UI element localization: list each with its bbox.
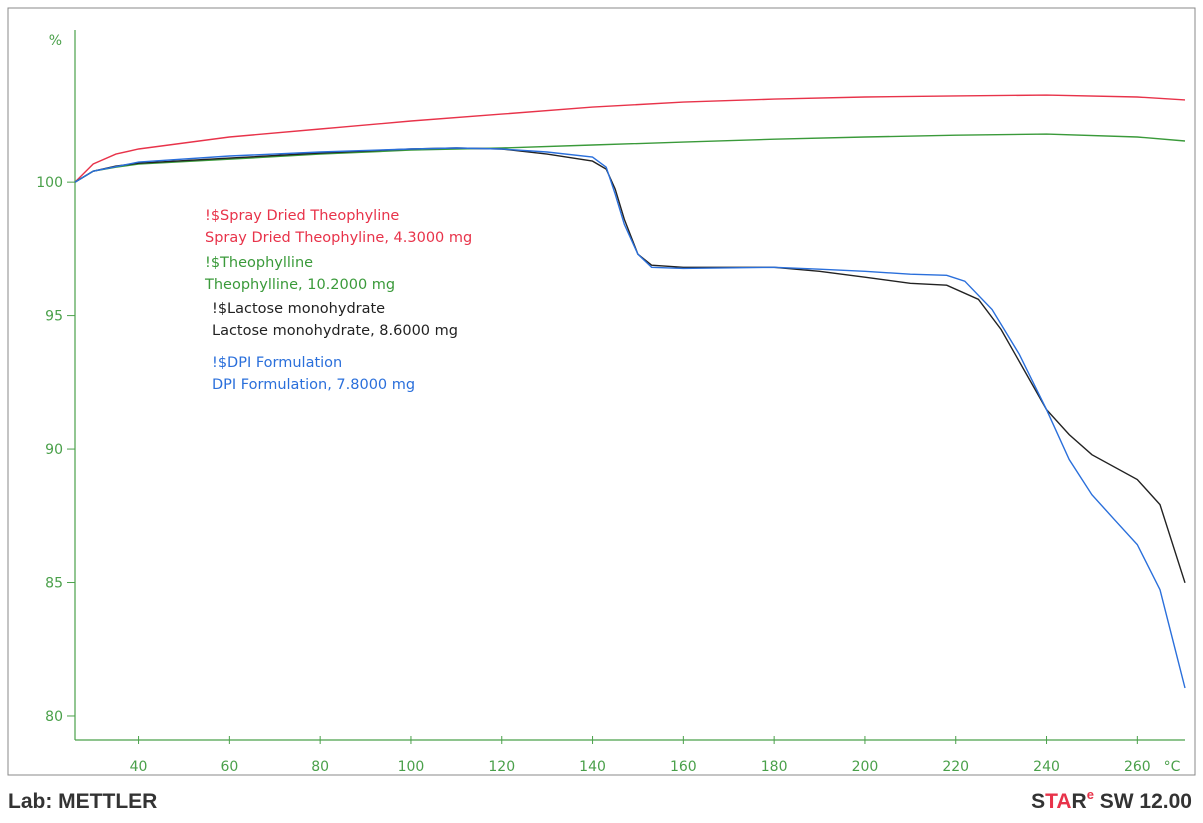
data-line bbox=[74, 133, 1186, 183]
legend-label: Theophylline, 10.2000 mg bbox=[204, 277, 395, 293]
x-tick-label: 100 bbox=[398, 759, 425, 775]
logo-part: SW 12.00 bbox=[1094, 790, 1192, 813]
legend-name: !$Lactose monohydrate bbox=[212, 301, 385, 317]
frame bbox=[7, 7, 1196, 776]
x-tick-label: 120 bbox=[488, 759, 515, 775]
x-tick-label: 160 bbox=[670, 759, 697, 775]
x-tick-label: 220 bbox=[942, 759, 969, 775]
x-tick-label: 140 bbox=[579, 759, 606, 775]
x-tick-label: 80 bbox=[311, 759, 329, 775]
software-label: STARe SW 12.00 bbox=[1031, 787, 1192, 813]
x-tick-label: 180 bbox=[761, 759, 788, 775]
legend-label: Lactose monohydrate, 8.6000 mg bbox=[212, 323, 458, 339]
x-axis-label: °C bbox=[1164, 759, 1181, 775]
y-tick-label: 90 bbox=[45, 442, 63, 458]
data-line bbox=[74, 94, 1186, 183]
logo-part: TA bbox=[1045, 790, 1071, 813]
legend-label: DPI Formulation, 7.8000 mg bbox=[212, 377, 415, 393]
y-tick-label: 80 bbox=[45, 709, 63, 725]
logo-part: R bbox=[1072, 790, 1087, 813]
x-tick-label: 240 bbox=[1033, 759, 1060, 775]
x-tick-label: 40 bbox=[130, 759, 148, 775]
legend-name: !$Spray Dried Theophyline bbox=[205, 208, 399, 224]
logo-part: S bbox=[1031, 790, 1045, 813]
logo-part: e bbox=[1087, 787, 1094, 802]
x-tick-label: 200 bbox=[852, 759, 879, 775]
y-tick-label: 85 bbox=[45, 576, 63, 592]
legend-label: Spray Dried Theophyline, 4.3000 mg bbox=[205, 230, 472, 246]
legend-name: !$DPI Formulation bbox=[212, 355, 342, 371]
data-line bbox=[74, 147, 1186, 689]
x-tick-label: 60 bbox=[220, 759, 238, 775]
x-tick-label: 260 bbox=[1124, 759, 1151, 775]
legend-name: !$Theophylline bbox=[205, 255, 313, 271]
y-tick-label: 95 bbox=[45, 309, 63, 325]
y-axis-label: % bbox=[49, 33, 62, 49]
lab-label: Lab: METTLER bbox=[8, 790, 157, 813]
y-tick-label: 100 bbox=[36, 175, 63, 191]
